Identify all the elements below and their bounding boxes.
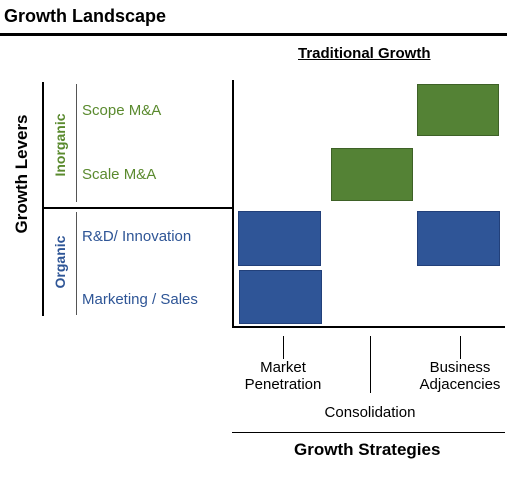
cell-rd-innovation-business-adjacencies <box>417 211 500 266</box>
tick-business-adjacencies <box>460 336 461 359</box>
tick-market-penetration <box>283 336 284 359</box>
row-label-marketing-sales: Marketing / Sales <box>82 291 198 308</box>
inorganic-bracket-line <box>76 84 77 202</box>
strategy-label-business-adjacencies: Business Adjacencies <box>405 359 507 393</box>
row-label-scale-ma: Scale M&A <box>82 166 157 183</box>
row-label-scope-ma: Scope M&A <box>82 102 162 119</box>
y-axis-label: Growth Levers <box>12 114 31 234</box>
matrix-y-axis <box>232 80 234 328</box>
levers-bracket-line <box>42 82 44 316</box>
strategy-label-business-adjacencies-line2: Adjacencies <box>419 376 501 393</box>
strategy-label-consolidation: Consolidation <box>324 404 416 421</box>
cell-rd-innovation-market-penetration <box>238 211 321 266</box>
diagram-subtitle: Traditional Growth <box>298 45 431 62</box>
strategy-label-market-penetration-line2: Penetration <box>244 376 322 393</box>
group-label-inorganic: Inorganic <box>52 113 68 177</box>
cell-scope-ma-business-adjacencies <box>417 84 499 136</box>
strategy-label-business-adjacencies-line1: Business <box>429 359 491 376</box>
cell-marketing-sales-market-penetration <box>239 270 322 324</box>
page-title: Growth Landscape <box>4 6 167 26</box>
strategy-label-market-penetration: Market Penetration <box>233 359 333 393</box>
cell-scale-ma-consolidation <box>331 148 413 201</box>
title-divider <box>0 33 507 36</box>
strategy-label-market-penetration-line1: Market <box>260 359 306 376</box>
organic-bracket-line <box>76 212 77 315</box>
x-axis-label: Growth Strategies <box>294 440 441 459</box>
matrix-x-axis <box>232 326 505 328</box>
tick-consolidation <box>370 336 371 393</box>
group-label-organic: Organic <box>52 235 68 289</box>
row-label-rd-innovation: R&D/ Innovation <box>82 228 192 245</box>
organic-inorganic-divider <box>42 207 232 209</box>
footer-divider <box>232 432 505 433</box>
